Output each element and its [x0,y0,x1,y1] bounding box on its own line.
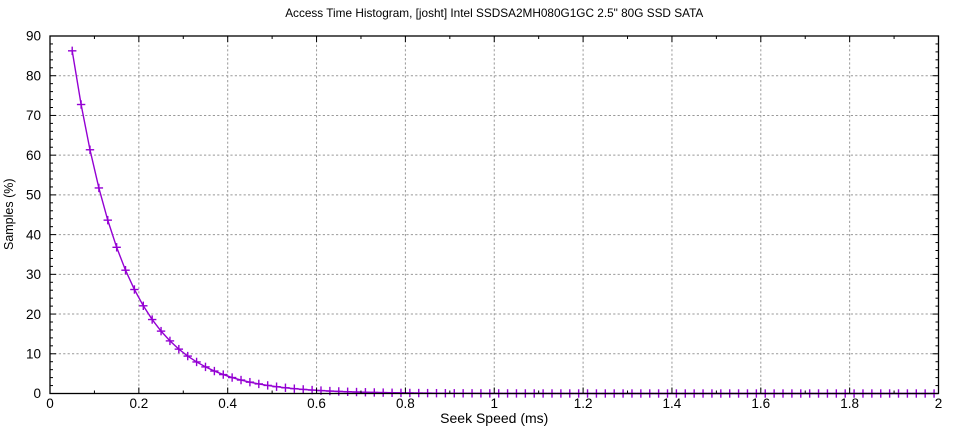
svg-text:1.4: 1.4 [663,396,682,411]
svg-text:70: 70 [26,108,41,123]
svg-text:40: 40 [26,227,41,242]
svg-text:0.8: 0.8 [396,396,415,411]
svg-text:Access Time Histogram, [josht]: Access Time Histogram, [josht] Intel SSD… [285,6,703,20]
svg-text:60: 60 [26,148,41,163]
svg-text:10: 10 [26,346,41,361]
svg-text:90: 90 [26,29,41,44]
svg-text:1.2: 1.2 [574,396,593,411]
svg-text:30: 30 [26,267,41,282]
svg-text:1.6: 1.6 [751,396,770,411]
svg-text:0.4: 0.4 [218,396,237,411]
svg-text:2: 2 [935,396,943,411]
svg-text:0.2: 0.2 [129,396,148,411]
svg-text:80: 80 [26,68,41,83]
svg-text:0.6: 0.6 [307,396,326,411]
svg-text:Seek Speed (ms): Seek Speed (ms) [440,410,548,426]
svg-text:20: 20 [26,307,41,322]
svg-text:0: 0 [33,386,41,401]
svg-text:Samples (%): Samples (%) [2,178,16,250]
svg-text:1.8: 1.8 [840,396,859,411]
svg-text:1: 1 [490,396,498,411]
svg-text:50: 50 [26,188,41,203]
svg-text:0: 0 [46,396,54,411]
